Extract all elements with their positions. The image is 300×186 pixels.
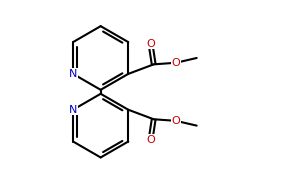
Text: N: N	[69, 105, 77, 115]
Text: O: O	[172, 116, 180, 126]
Text: O: O	[146, 39, 155, 49]
Text: N: N	[69, 69, 77, 79]
Text: O: O	[146, 135, 155, 145]
Text: O: O	[172, 58, 180, 68]
